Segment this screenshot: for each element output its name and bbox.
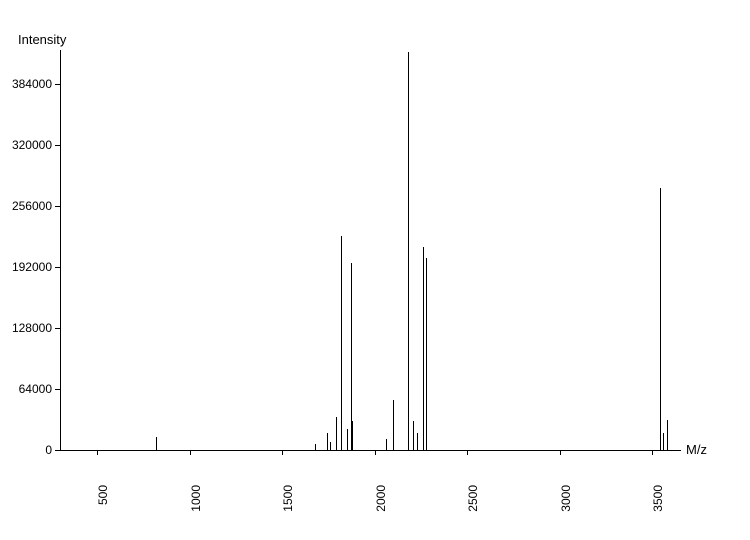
x-tick-mark bbox=[652, 450, 653, 455]
spectrum-peak bbox=[352, 421, 353, 450]
x-tick-label: 3500 bbox=[651, 485, 665, 525]
spectrum-peak bbox=[347, 429, 348, 450]
y-axis-label: Intensity bbox=[18, 32, 66, 47]
x-tick-mark bbox=[467, 450, 468, 455]
x-tick-label: 2000 bbox=[374, 485, 388, 525]
y-tick-mark bbox=[55, 328, 60, 329]
x-tick-label: 3000 bbox=[559, 485, 573, 525]
spectrum-peak bbox=[336, 417, 337, 450]
y-tick-label: 256000 bbox=[0, 199, 52, 213]
y-tick-label: 128000 bbox=[0, 321, 52, 335]
y-tick-mark bbox=[55, 450, 60, 451]
x-axis-label: M/z bbox=[686, 442, 707, 457]
plot-area bbox=[60, 50, 681, 451]
spectrum-peak bbox=[327, 433, 328, 450]
spectrum-peak bbox=[156, 437, 157, 450]
spectrum-peak bbox=[408, 52, 409, 450]
spectrum-peak bbox=[426, 258, 427, 450]
mass-spectrum-chart: Intensity M/z 0 64000 128000 192000 256000 32… bbox=[0, 0, 750, 540]
x-tick-label: 1500 bbox=[281, 485, 295, 525]
spectrum-peak bbox=[351, 263, 352, 450]
x-tick-mark bbox=[190, 450, 191, 455]
y-tick-mark bbox=[55, 145, 60, 146]
spectrum-peak bbox=[413, 421, 414, 450]
spectrum-peak bbox=[423, 247, 424, 450]
y-tick-mark bbox=[55, 84, 60, 85]
spectrum-peak bbox=[393, 400, 394, 450]
spectrum-peak bbox=[315, 444, 316, 450]
spectrum-peak bbox=[660, 188, 661, 450]
spectrum-peak bbox=[386, 439, 387, 450]
y-tick-label: 64000 bbox=[0, 382, 52, 396]
y-tick-mark bbox=[55, 267, 60, 268]
x-tick-label: 1000 bbox=[189, 485, 203, 525]
x-tick-mark bbox=[375, 450, 376, 455]
y-tick-label: 192000 bbox=[0, 260, 52, 274]
x-tick-label: 2500 bbox=[466, 485, 480, 525]
spectrum-peak bbox=[663, 433, 664, 450]
y-tick-mark bbox=[55, 389, 60, 390]
y-tick-label: 384000 bbox=[0, 77, 52, 91]
y-tick-mark bbox=[55, 206, 60, 207]
spectrum-peak bbox=[330, 442, 331, 450]
spectrum-peak bbox=[667, 420, 668, 450]
y-tick-label: 320000 bbox=[0, 138, 52, 152]
x-tick-mark bbox=[560, 450, 561, 455]
x-tick-mark bbox=[97, 450, 98, 455]
spectrum-peak bbox=[417, 433, 418, 450]
x-tick-label: 500 bbox=[96, 485, 110, 525]
x-tick-mark bbox=[282, 450, 283, 455]
y-tick-label: 0 bbox=[0, 443, 52, 457]
spectrum-peak bbox=[341, 236, 342, 450]
